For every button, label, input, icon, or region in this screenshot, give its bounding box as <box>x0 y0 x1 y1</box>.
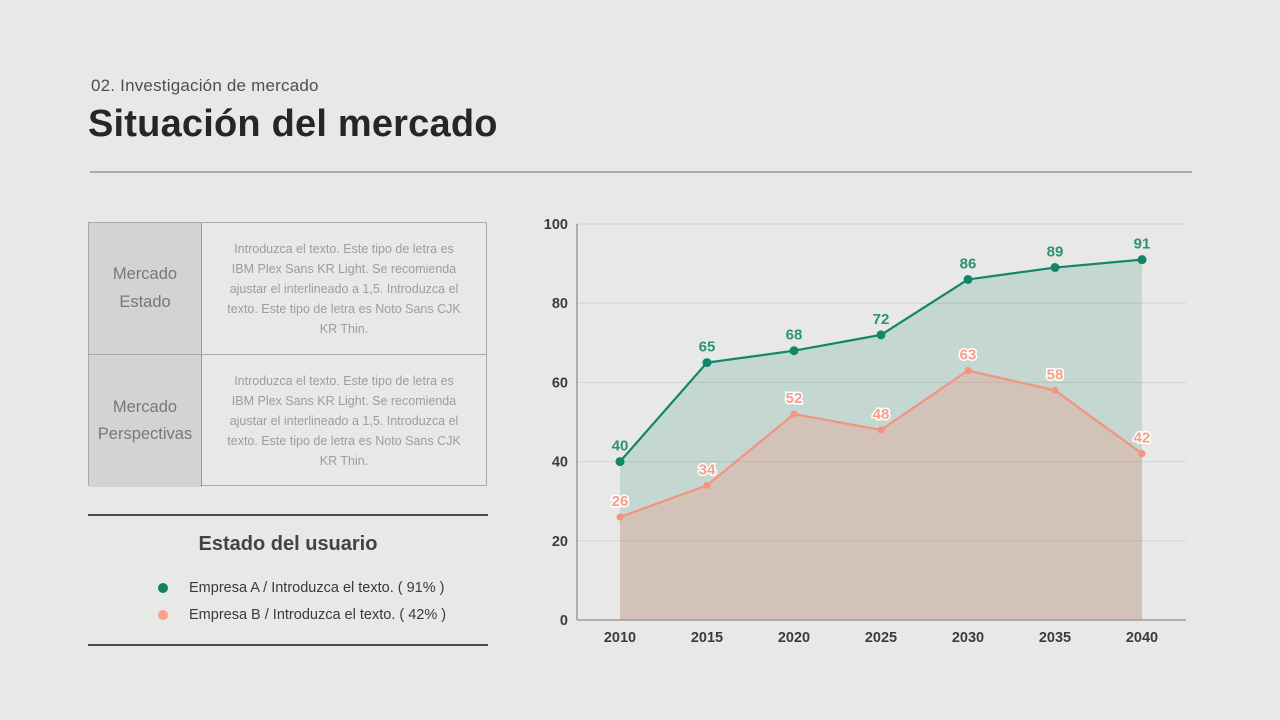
svg-text:48: 48 <box>873 406 890 423</box>
table-body-cell-perspectivas: Introduzca el texto. Este tipo de letra … <box>227 374 461 468</box>
svg-text:20: 20 <box>552 534 568 550</box>
svg-text:2040: 2040 <box>1126 630 1158 646</box>
svg-text:100: 100 <box>544 217 568 233</box>
table-header-cell-mercado-perspectivas: Mercado Perspectivas <box>89 355 202 487</box>
svg-text:40: 40 <box>552 455 568 471</box>
legend-divider-bottom <box>88 644 488 646</box>
svg-text:42: 42 <box>1134 430 1151 447</box>
svg-text:40: 40 <box>612 438 629 455</box>
svg-text:26: 26 <box>612 493 629 510</box>
header-line: Mercado <box>112 265 178 284</box>
svg-text:2035: 2035 <box>1039 630 1071 646</box>
svg-text:2025: 2025 <box>865 630 897 646</box>
table-body-cell-estado: Introduzca el texto. Este tipo de letra … <box>202 223 486 355</box>
legend-divider-top <box>88 514 488 516</box>
section-eyebrow: 02. Investigación de mercado <box>91 76 319 95</box>
market-info-table: Mercado Estado Introduzca el texto. Este… <box>88 222 487 487</box>
svg-text:34: 34 <box>699 461 716 478</box>
svg-text:80: 80 <box>552 296 568 312</box>
svg-text:2030: 2030 <box>952 630 984 646</box>
svg-text:52: 52 <box>786 390 803 407</box>
title-divider <box>90 171 1192 173</box>
legend-dot-icon <box>158 582 168 593</box>
market-area-chart: 40 65 68 72 86 89 91 26 34 52 48 63 58 42 0 20 40 60 80 100… <box>530 210 1200 665</box>
svg-text:91: 91 <box>1134 236 1151 253</box>
svg-text:63: 63 <box>960 347 977 364</box>
header-line: Estado <box>119 292 171 311</box>
legend-label: Empresa A / Introduzca el texto. ( 91% ) <box>189 579 445 596</box>
chart-legend: Empresa A / Introduzca el texto. ( 91% )… <box>88 578 488 624</box>
legend-item-empresa-b: Empresa B / Introduzca el texto. ( 42% ) <box>88 605 488 624</box>
svg-text:2015: 2015 <box>691 630 723 646</box>
table-header-cell-mercado-estado: Mercado Estado <box>89 223 202 355</box>
svg-text:60: 60 <box>552 375 568 391</box>
svg-text:58: 58 <box>1047 366 1064 383</box>
legend-label: Empresa B / Introduzca el texto. ( 42% ) <box>189 606 447 623</box>
svg-text:89: 89 <box>1047 244 1064 261</box>
svg-text:72: 72 <box>873 311 890 328</box>
svg-text:2020: 2020 <box>778 630 810 646</box>
page-title: Situación del mercado <box>88 103 498 145</box>
svg-text:0: 0 <box>560 613 568 629</box>
svg-text:2010: 2010 <box>604 630 636 646</box>
legend-item-empresa-a: Empresa A / Introduzca el texto. ( 91% ) <box>88 578 488 597</box>
svg-text:65: 65 <box>699 339 716 356</box>
svg-text:86: 86 <box>960 255 977 272</box>
svg-text:68: 68 <box>786 327 803 344</box>
header-line: Mercado <box>112 397 178 416</box>
header-line: Perspectivas <box>97 425 193 443</box>
legend-dot-icon <box>158 609 168 620</box>
legend-title: Estado del usuario <box>198 533 378 555</box>
